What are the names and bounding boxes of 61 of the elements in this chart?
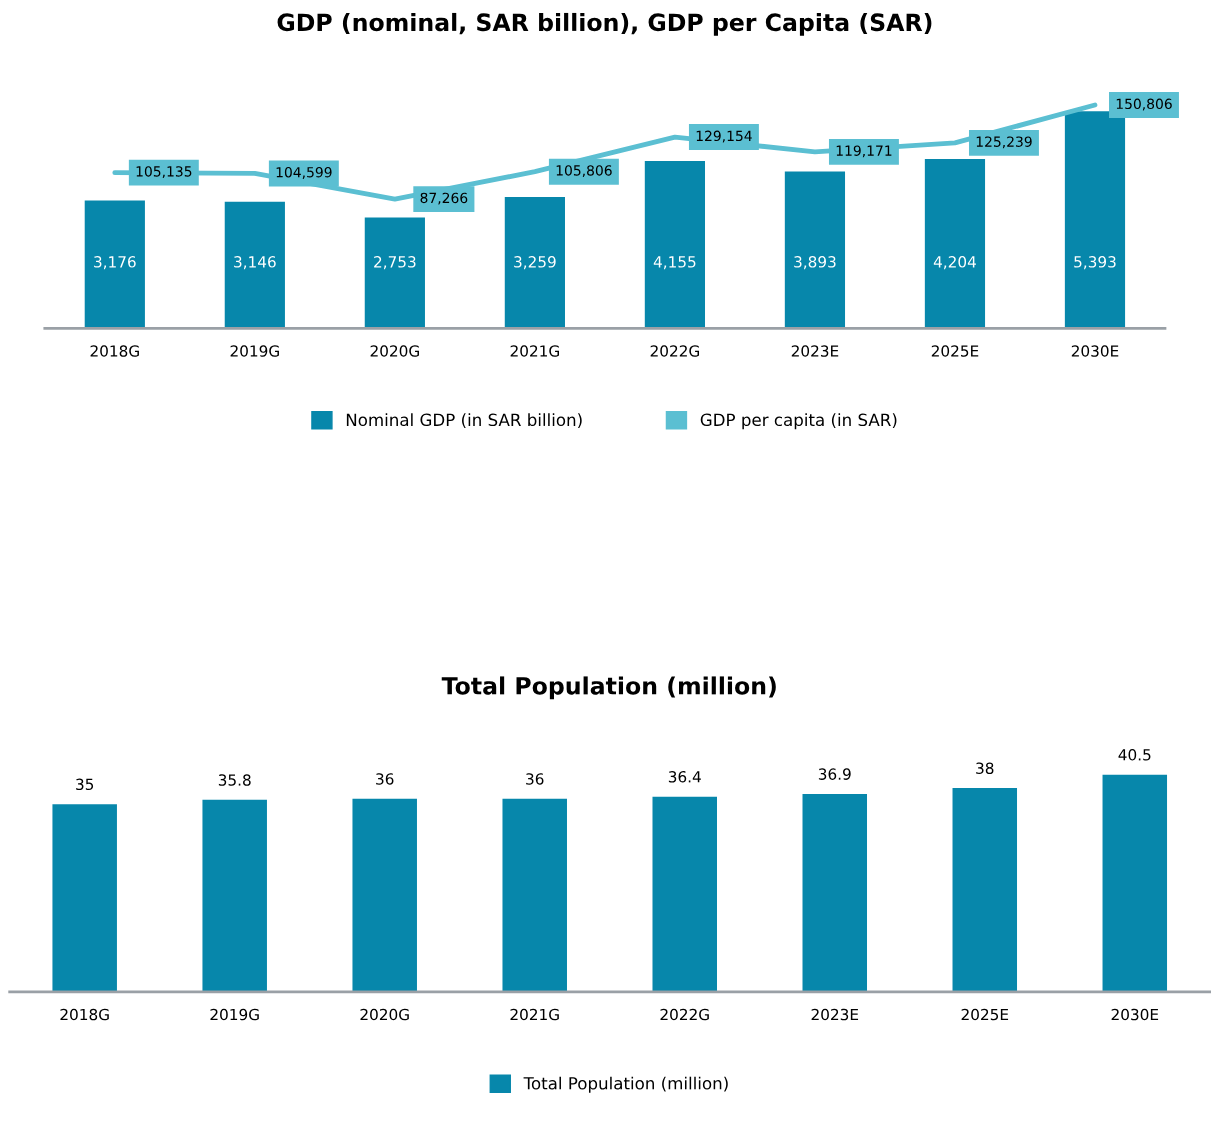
chart-title: GDP (nominal, SAR billion), GDP per Capita (SAR) bbox=[277, 12, 932, 36]
bar bbox=[502, 798, 567, 992]
x-tick-label: 2021G bbox=[510, 1008, 559, 1021]
data-label: 3,259 bbox=[514, 256, 556, 270]
data-label: 3,893 bbox=[794, 256, 836, 270]
x-tick-label: 2022G bbox=[650, 345, 700, 357]
data-label: 40.5 bbox=[1118, 749, 1151, 761]
x-tick-label: 2020G bbox=[370, 345, 419, 357]
data-label: 129,154 bbox=[696, 130, 752, 143]
data-label: 5,393 bbox=[1074, 256, 1116, 270]
data-label: 87,266 bbox=[420, 192, 468, 205]
data-label: 35.8 bbox=[218, 774, 251, 786]
legend-label: GDP per capita (in SAR) bbox=[700, 413, 897, 430]
data-label: 36 bbox=[376, 773, 394, 785]
data-label: 4,204 bbox=[933, 256, 976, 270]
bar bbox=[84, 200, 145, 329]
x-tick-label: 2018G bbox=[60, 1008, 109, 1021]
x-tick-label: 2030E bbox=[1071, 345, 1119, 357]
data-label: 119,171 bbox=[836, 145, 892, 158]
x-tick-label: 2018G bbox=[90, 345, 139, 357]
x-tick-label: 2022G bbox=[660, 1008, 709, 1021]
data-label: 3,176 bbox=[94, 256, 136, 270]
x-tick-label: 2023E bbox=[791, 345, 839, 357]
data-label: 36.4 bbox=[668, 771, 701, 783]
bar bbox=[644, 161, 706, 329]
bar bbox=[952, 788, 1018, 992]
data-label: 2,753 bbox=[374, 256, 416, 270]
data-label: 35 bbox=[76, 778, 94, 791]
bar bbox=[202, 799, 267, 992]
data-label: 38 bbox=[976, 762, 994, 774]
data-label: 36 bbox=[526, 773, 544, 785]
data-label: 105,135 bbox=[136, 166, 192, 179]
x-tick-label: 2020G bbox=[360, 1008, 409, 1021]
data-label: 36.9 bbox=[818, 768, 851, 780]
legend-label: Total Population (million) bbox=[523, 1076, 728, 1093]
bar bbox=[652, 796, 717, 992]
bar bbox=[802, 793, 868, 992]
x-tick-label: 2025E bbox=[961, 1008, 1009, 1021]
bar bbox=[364, 217, 425, 329]
bar bbox=[52, 804, 117, 992]
bar bbox=[224, 201, 285, 329]
bar bbox=[1102, 774, 1168, 992]
x-tick-label: 2025E bbox=[931, 345, 979, 357]
bar bbox=[504, 197, 565, 329]
x-tick-label: 2019G bbox=[210, 1008, 259, 1021]
legend-label: Nominal GDP (in SAR billion) bbox=[346, 413, 582, 429]
bar bbox=[924, 159, 986, 329]
data-label: 104,599 bbox=[276, 166, 332, 179]
bar bbox=[352, 798, 417, 992]
data-label: 105,806 bbox=[556, 165, 612, 178]
chart-title: Total Population (million) bbox=[441, 676, 776, 700]
data-label: 4,155 bbox=[653, 256, 696, 270]
x-tick-label: 2023E bbox=[811, 1008, 859, 1021]
bar bbox=[784, 171, 846, 329]
x-tick-label: 2021G bbox=[510, 345, 559, 357]
data-label: 3,146 bbox=[234, 256, 276, 270]
bar bbox=[1064, 111, 1126, 329]
x-tick-label: 2019G bbox=[230, 345, 279, 357]
data-label: 125,239 bbox=[976, 136, 1032, 149]
x-tick-label: 2030E bbox=[1111, 1008, 1159, 1021]
data-label: 150,806 bbox=[1116, 98, 1172, 111]
